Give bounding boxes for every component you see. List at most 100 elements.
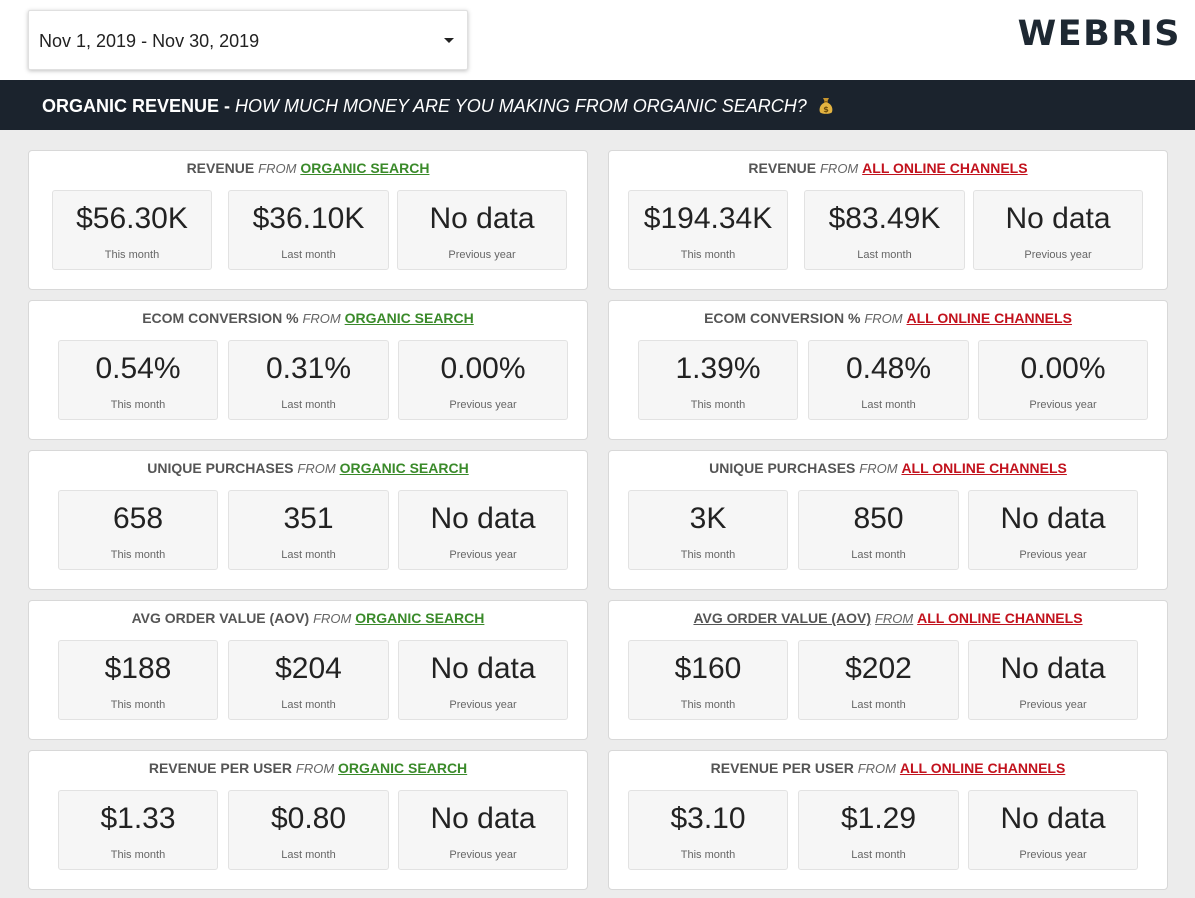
scorecard-previous-year: No data Previous year	[398, 790, 568, 870]
metric-value: 0.48%	[845, 352, 932, 385]
metric-label: Previous year	[1019, 549, 1087, 561]
metric-name: REVENUE	[186, 160, 255, 176]
all-channels-link[interactable]: ALL ONLINE CHANNELS	[917, 610, 1083, 626]
organic-search-link[interactable]: ORGANIC SEARCH	[344, 310, 474, 326]
metric-value: No data	[430, 652, 536, 685]
metric-value: $3.10	[670, 802, 746, 835]
all-channels-link[interactable]: ALL ONLINE CHANNELS	[906, 310, 1072, 326]
panel-unique-purchases-all: UNIQUE PURCHASES FROM ALL ONLINE CHANNEL…	[608, 450, 1168, 590]
scorecard-last-month: 0.48% Last month	[808, 340, 969, 420]
from-label: FROM	[313, 611, 352, 626]
date-range-picker[interactable]: Nov 1, 2019 - Nov 30, 2019	[28, 10, 468, 70]
metric-value: 0.00%	[440, 352, 526, 385]
metric-value: No data	[429, 202, 535, 235]
metric-value: No data	[1000, 802, 1106, 835]
from-label: FROM	[874, 611, 914, 626]
scorecard-previous-year: 0.00% Previous year	[978, 340, 1148, 420]
metric-value: No data	[430, 802, 536, 835]
panel-ecom-conversion-all: ECOM CONVERSION % FROM ALL ONLINE CHANNE…	[608, 300, 1168, 440]
panel-title: ECOM CONVERSION % FROM ORGANIC SEARCH	[29, 310, 587, 326]
metric-value: 3K	[689, 502, 727, 535]
from-label: FROM	[295, 761, 335, 776]
scorecard-last-month: $1.29 Last month	[798, 790, 959, 870]
svg-text:$: $	[823, 105, 829, 114]
organic-search-link[interactable]: ORGANIC SEARCH	[355, 610, 485, 626]
panel-title: REVENUE PER USER FROM ORGANIC SEARCH	[29, 760, 587, 776]
metric-name: UNIQUE PURCHASES	[709, 460, 856, 476]
banner-title: ORGANIC REVENUE -	[42, 96, 236, 116]
metric-value: $56.30K	[76, 202, 188, 235]
metric-value: $202	[845, 652, 912, 685]
metric-value: 0.54%	[95, 352, 181, 385]
scorecard-this-month: 658 This month	[58, 490, 218, 570]
from-label: FROM	[302, 311, 341, 326]
panel-revenue-per-user-organic: REVENUE PER USER FROM ORGANIC SEARCH $1.…	[28, 750, 588, 890]
metric-label: This month	[680, 549, 736, 561]
metric-label: Previous year	[1019, 849, 1087, 861]
scorecard-previous-year: No data Previous year	[973, 190, 1143, 270]
panel-aov-all: AVG ORDER VALUE (AOV) FROM ALL ONLINE CH…	[608, 600, 1168, 740]
metric-value: 0.00%	[1020, 352, 1106, 385]
metric-value: No data	[1005, 202, 1111, 235]
organic-search-link[interactable]: ORGANIC SEARCH	[338, 760, 468, 776]
metric-label: Previous year	[449, 699, 517, 711]
scorecard-previous-year: No data Previous year	[397, 190, 567, 270]
metric-value: 351	[283, 502, 334, 535]
panel-title: REVENUE FROM ALL ONLINE CHANNELS	[609, 160, 1167, 176]
metric-value: $0.80	[270, 802, 347, 835]
panel-title: AVG ORDER VALUE (AOV) FROM ALL ONLINE CH…	[609, 610, 1167, 626]
scorecard-this-month: 0.54% This month	[58, 340, 218, 420]
metric-name: AVG ORDER VALUE (AOV)	[693, 610, 872, 626]
section-banner: ORGANIC REVENUE - HOW MUCH MONEY ARE YOU…	[0, 80, 1195, 130]
date-range-value: Nov 1, 2019 - Nov 30, 2019	[39, 31, 260, 51]
scorecard-this-month: $56.30K This month	[52, 190, 212, 270]
from-label: FROM	[864, 311, 903, 326]
metric-value: $204	[275, 652, 342, 685]
panel-title: REVENUE FROM ORGANIC SEARCH	[29, 160, 587, 176]
scorecard-this-month: $188 This month	[58, 640, 218, 720]
all-channels-link[interactable]: ALL ONLINE CHANNELS	[901, 460, 1067, 476]
scorecard-previous-year: 0.00% Previous year	[398, 340, 568, 420]
caret-down-icon[interactable]	[444, 38, 454, 43]
metric-name: REVENUE PER USER	[710, 760, 854, 776]
metric-label: Last month	[281, 249, 336, 261]
metric-label: Previous year	[1024, 249, 1092, 261]
metric-value: $83.49K	[828, 202, 941, 235]
metric-label: Previous year	[448, 249, 516, 261]
webris-logo: WEBRIS	[1017, 14, 1181, 54]
metric-value: $1.33	[100, 802, 176, 835]
scorecard-last-month: $204 Last month	[228, 640, 389, 720]
from-label: FROM	[857, 761, 896, 776]
from-label: FROM	[819, 161, 859, 176]
panel-ecom-conversion-organic: ECOM CONVERSION % FROM ORGANIC SEARCH 0.…	[28, 300, 588, 440]
metric-value: $1.29	[840, 802, 917, 835]
metric-name: REVENUE	[748, 160, 817, 176]
panel-revenue-all: REVENUE FROM ALL ONLINE CHANNELS $194.34…	[608, 150, 1168, 290]
metric-label: This month	[110, 849, 166, 861]
metric-value: No data	[430, 502, 536, 535]
metric-label: This month	[690, 399, 746, 411]
panel-title: AVG ORDER VALUE (AOV) FROM ORGANIC SEARC…	[29, 610, 587, 626]
scorecard-previous-year: No data Previous year	[968, 790, 1138, 870]
metric-label: Previous year	[1029, 399, 1097, 411]
panel-title: UNIQUE PURCHASES FROM ALL ONLINE CHANNEL…	[609, 460, 1167, 476]
scorecard-this-month: 3K This month	[628, 490, 788, 570]
metric-label: Last month	[851, 549, 906, 561]
metric-value: No data	[1000, 502, 1106, 535]
all-channels-link[interactable]: ALL ONLINE CHANNELS	[899, 760, 1066, 776]
metric-name: ECOM CONVERSION %	[142, 310, 299, 326]
organic-search-link[interactable]: ORGANIC SEARCH	[339, 460, 469, 476]
organic-search-link[interactable]: ORGANIC SEARCH	[300, 160, 430, 176]
scorecard-last-month: $36.10K Last month	[228, 190, 389, 270]
metric-name: ECOM CONVERSION %	[704, 310, 861, 326]
metric-name: REVENUE PER USER	[148, 760, 292, 776]
metric-label: This month	[110, 699, 166, 711]
metric-value: $194.34K	[643, 202, 773, 235]
all-channels-link[interactable]: ALL ONLINE CHANNELS	[862, 160, 1028, 176]
metric-value: 850	[853, 502, 904, 535]
metric-label: Last month	[281, 399, 336, 411]
scorecard-previous-year: No data Previous year	[968, 640, 1138, 720]
metric-label: Previous year	[449, 849, 517, 861]
scorecard-previous-year: No data Previous year	[398, 490, 568, 570]
panel-title: UNIQUE PURCHASES FROM ORGANIC SEARCH	[29, 460, 587, 476]
